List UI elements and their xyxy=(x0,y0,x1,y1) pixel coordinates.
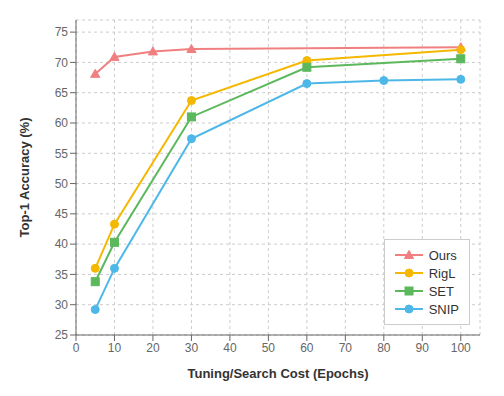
html-text:RigL: RigL xyxy=(428,265,456,281)
svg-text:70: 70 xyxy=(339,341,353,355)
svg-text:Top-1 Accuracy (%): Top-1 Accuracy (%) xyxy=(17,118,32,238)
svg-text:20: 20 xyxy=(146,341,160,355)
svg-text:90: 90 xyxy=(416,341,430,355)
svg-text:50: 50 xyxy=(55,177,69,191)
svg-text:35: 35 xyxy=(55,268,69,282)
svg-text:40: 40 xyxy=(223,341,237,355)
svg-text:100: 100 xyxy=(451,341,471,355)
html-text:SNIP: SNIP xyxy=(428,301,459,317)
svg-text:70: 70 xyxy=(55,56,69,70)
svg-text:30: 30 xyxy=(55,298,69,312)
svg-text:25: 25 xyxy=(55,328,69,342)
html-text:SET: SET xyxy=(428,283,454,299)
svg-text:60: 60 xyxy=(300,341,314,355)
svg-text:50: 50 xyxy=(262,341,276,355)
svg-text:30: 30 xyxy=(185,341,199,355)
svg-text:60: 60 xyxy=(55,116,69,130)
svg-text:75: 75 xyxy=(55,25,69,39)
svg-text:45: 45 xyxy=(55,207,69,221)
html-text:Ours: Ours xyxy=(428,247,457,263)
svg-text:Tuning/Search Cost (Epochs): Tuning/Search Cost (Epochs) xyxy=(187,366,368,381)
svg-text:0: 0 xyxy=(73,341,80,355)
svg-text:40: 40 xyxy=(55,237,69,251)
svg-text:65: 65 xyxy=(55,86,69,100)
svg-text:10: 10 xyxy=(108,341,122,355)
svg-text:80: 80 xyxy=(377,341,391,355)
svg-text:55: 55 xyxy=(55,147,69,161)
